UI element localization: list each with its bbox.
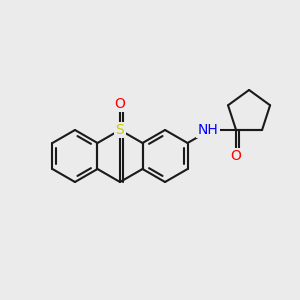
Text: NH: NH (198, 123, 218, 137)
Text: S: S (116, 123, 124, 137)
Text: O: O (115, 97, 125, 111)
Text: O: O (231, 149, 242, 163)
